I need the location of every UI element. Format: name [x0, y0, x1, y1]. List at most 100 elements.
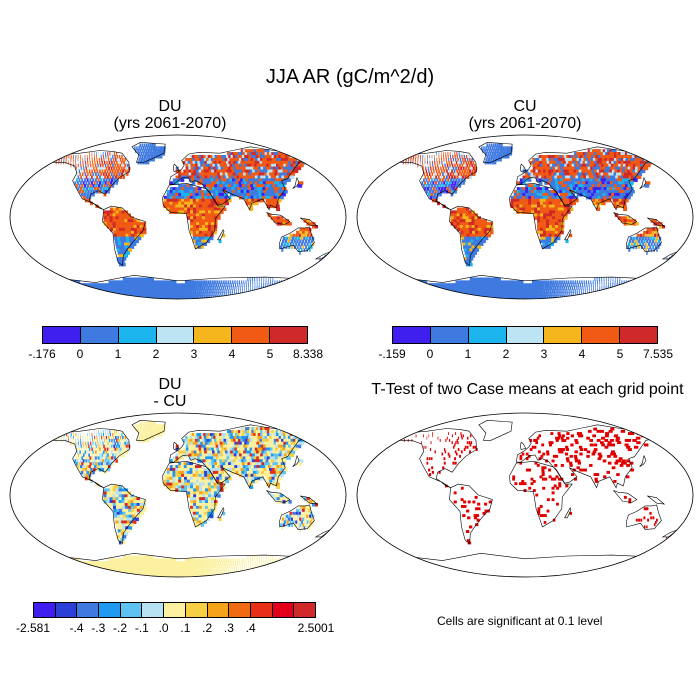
coastline-nz: [314, 529, 331, 538]
colorbar-du: [42, 326, 308, 344]
coastline-na: [52, 428, 130, 488]
diff-colorbar-label: -.4: [69, 621, 84, 635]
diff-colorbar-box: [250, 603, 273, 617]
coastline-eu: [515, 146, 656, 211]
coastline-jp: [639, 176, 647, 190]
map-border: [356, 412, 694, 578]
diff-colorbar-label: 2.5001: [297, 621, 335, 635]
diff-colorbar-box: [272, 603, 295, 617]
map-border: [356, 134, 694, 300]
map-ttest: [356, 412, 694, 578]
coastline-in: [613, 490, 638, 503]
coastline-sa: [449, 205, 493, 266]
coastline-af: [509, 182, 573, 250]
diff-colorbar-box: [229, 603, 251, 617]
map-border: [9, 412, 347, 578]
coastline-gr: [478, 141, 513, 163]
coastline-nz: [661, 251, 678, 260]
coastline-uk: [519, 163, 527, 172]
coastline-jp: [292, 454, 300, 468]
coastline-ng: [300, 217, 319, 227]
du-colorbar-label: -.176: [28, 347, 56, 361]
coastline-au: [626, 226, 662, 252]
coastline-gr: [131, 419, 166, 441]
diff-colorbar-box: [77, 603, 100, 617]
coastline-au: [626, 504, 662, 530]
panel-du-title: DU (yrs 2061-2070): [60, 98, 280, 132]
coastline-uk: [172, 163, 180, 172]
coastline-gr: [131, 141, 166, 163]
coastline-in: [266, 212, 291, 225]
coastline-ng: [647, 495, 666, 505]
figure-title: JJA AR (gC/m^2/d): [265, 66, 435, 88]
coastline-an: [393, 274, 654, 299]
coastline-uk: [172, 441, 180, 450]
du-colorbar-box: [270, 327, 308, 343]
coastline-ng: [300, 495, 319, 505]
coastline-an: [46, 274, 307, 299]
coastline-an: [46, 552, 307, 577]
cu-colorbar-box: [506, 327, 545, 343]
coastline-mg: [564, 229, 572, 241]
map-cu: [356, 134, 694, 300]
diff-colorbar-label: .4: [245, 621, 256, 635]
panel-du-years: (yrs 2061-2070): [113, 115, 227, 132]
panel-cu-name: CU: [513, 98, 537, 115]
panel-diff-title: DU - CU: [60, 376, 280, 410]
coastline-nz: [661, 529, 678, 538]
map-diff: [9, 412, 347, 578]
diff-colorbar-label: -.2: [113, 621, 128, 635]
significance-note: Cells are significant at 0.1 level: [437, 614, 603, 628]
du-colorbar-label: 8.338: [292, 347, 324, 361]
cu-colorbar-box: [468, 327, 507, 343]
coastline-sa: [102, 205, 146, 266]
coastline-jp: [639, 454, 647, 468]
cu-colorbar-label: 3: [540, 347, 548, 361]
coastline-na: [52, 150, 130, 210]
coastline-an: [393, 552, 654, 577]
coastline-jp: [292, 176, 300, 190]
diff-colorbar-label: -.3: [91, 621, 106, 635]
coastline-eu: [168, 424, 309, 489]
map-border: [9, 134, 347, 300]
coastline-uk: [519, 441, 527, 450]
du-colorbar-label: 4: [228, 347, 236, 361]
du-colorbar-box: [232, 327, 271, 343]
coastline-sa: [449, 483, 493, 544]
map-du: [9, 134, 347, 300]
panel-du-name: DU: [158, 98, 182, 115]
du-colorbar-label: 5: [266, 347, 274, 361]
diff-colorbar-box: [34, 603, 56, 617]
coastline-af: [162, 182, 226, 250]
coastline-in: [613, 212, 638, 225]
diff-colorbar-label: .3: [223, 621, 234, 635]
coastline-in: [266, 490, 291, 503]
coastline-sa: [102, 483, 146, 544]
cu-colorbar-box: [620, 327, 658, 343]
cu-colorbar-box: [430, 327, 469, 343]
colorbar-diff: [33, 602, 316, 618]
du-colorbar-label: 3: [190, 347, 198, 361]
diff-colorbar-box: [164, 603, 186, 617]
coastline-af: [162, 460, 226, 528]
du-colorbar-label: 2: [152, 347, 160, 361]
coastline-eu: [168, 146, 309, 211]
coastline-au: [279, 226, 315, 252]
coastline-nz: [314, 251, 331, 260]
coastline-af: [509, 460, 573, 528]
diff-colorbar-box: [185, 603, 208, 617]
cu-colorbar-box: [393, 327, 431, 343]
panel-ttest-title: T-Test of two Case means at each grid po…: [371, 381, 684, 398]
coastline-mg: [217, 229, 225, 241]
coastline-ng: [647, 217, 666, 227]
cu-colorbar-label: -.159: [378, 347, 406, 361]
coastline-na: [399, 428, 477, 488]
cu-colorbar-label: 1: [464, 347, 472, 361]
coastline-mg: [217, 507, 225, 519]
diff-colorbar-label: -.1: [134, 621, 149, 635]
coastline-mg: [564, 507, 572, 519]
panel-diff-name: DU: [158, 376, 182, 393]
diff-colorbar-box: [142, 603, 165, 617]
cu-colorbar-label: 4: [578, 347, 586, 361]
diff-colorbar-box: [207, 603, 230, 617]
